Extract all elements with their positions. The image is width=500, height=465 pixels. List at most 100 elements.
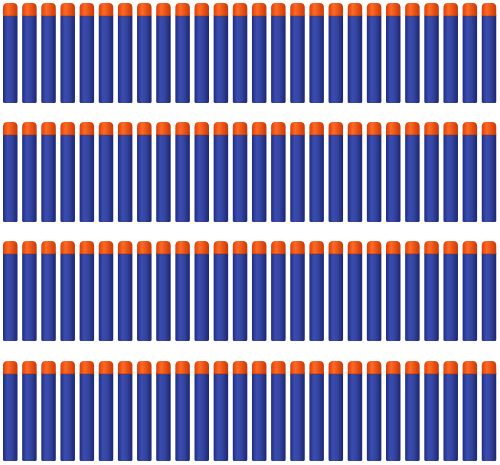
dart-body bbox=[3, 14, 18, 103]
dart-tip bbox=[194, 241, 209, 254]
dart bbox=[60, 241, 75, 341]
dart-body bbox=[386, 14, 401, 103]
dart bbox=[481, 241, 497, 341]
dart-body bbox=[271, 372, 286, 461]
dart bbox=[41, 3, 56, 103]
dart bbox=[347, 122, 363, 222]
dart-tip bbox=[309, 3, 324, 16]
dart bbox=[22, 361, 37, 461]
dart-tip bbox=[60, 241, 75, 254]
dart-tip bbox=[290, 241, 305, 254]
dart-tip bbox=[22, 122, 37, 135]
dart-tip bbox=[3, 241, 18, 254]
dart bbox=[251, 361, 267, 461]
dart-tip bbox=[481, 361, 497, 374]
dart bbox=[271, 122, 286, 222]
dart bbox=[41, 122, 56, 222]
dart-tip bbox=[424, 3, 439, 16]
dart bbox=[290, 122, 305, 222]
dart bbox=[213, 122, 229, 222]
dart-tip bbox=[22, 241, 37, 254]
dart bbox=[328, 122, 344, 222]
dart bbox=[156, 3, 171, 103]
dart-tip bbox=[232, 3, 248, 16]
dart-body bbox=[117, 372, 133, 461]
dart bbox=[443, 361, 458, 461]
dart-body bbox=[137, 14, 152, 103]
dart-body bbox=[443, 372, 458, 461]
dart-body bbox=[41, 14, 56, 103]
dart bbox=[79, 122, 95, 222]
dart-tip bbox=[309, 361, 324, 374]
dart-tip bbox=[79, 241, 95, 254]
dart-tip bbox=[386, 3, 401, 16]
dart bbox=[194, 3, 209, 103]
dart bbox=[79, 361, 95, 461]
dart-tip bbox=[251, 122, 267, 135]
dart-body bbox=[481, 252, 497, 341]
dart bbox=[366, 361, 382, 461]
dart-body bbox=[309, 133, 324, 222]
dart-tip bbox=[405, 241, 420, 254]
dart-tip bbox=[213, 241, 229, 254]
dart-tip bbox=[271, 122, 286, 135]
dart-body bbox=[137, 133, 152, 222]
dart bbox=[156, 361, 171, 461]
dart bbox=[328, 241, 344, 341]
dart-body bbox=[3, 133, 18, 222]
dart-body bbox=[481, 14, 497, 103]
dart-body bbox=[175, 372, 190, 461]
dart bbox=[98, 361, 114, 461]
dart-tip bbox=[175, 241, 190, 254]
dart bbox=[213, 361, 229, 461]
dart-tip bbox=[98, 361, 114, 374]
dart-tip bbox=[41, 122, 56, 135]
dart-body bbox=[366, 252, 382, 341]
dart-body bbox=[328, 133, 344, 222]
dart-tip bbox=[271, 241, 286, 254]
dart-body bbox=[462, 133, 478, 222]
dart-body bbox=[309, 372, 324, 461]
dart-tip bbox=[366, 3, 382, 16]
dart-body bbox=[194, 372, 209, 461]
dart bbox=[137, 361, 152, 461]
dart-body bbox=[117, 252, 133, 341]
dart-body bbox=[98, 133, 114, 222]
dart bbox=[290, 241, 305, 341]
dart-body bbox=[424, 14, 439, 103]
dart-body bbox=[443, 14, 458, 103]
dart-body bbox=[22, 14, 37, 103]
dart bbox=[232, 361, 248, 461]
dart-tip bbox=[137, 3, 152, 16]
dart-body bbox=[156, 372, 171, 461]
dart-body bbox=[60, 372, 75, 461]
dart bbox=[60, 3, 75, 103]
dart-tip bbox=[386, 122, 401, 135]
dart-tip bbox=[405, 122, 420, 135]
dart-tip bbox=[98, 3, 114, 16]
dart-body bbox=[290, 372, 305, 461]
dart-body bbox=[290, 133, 305, 222]
dart-body bbox=[232, 252, 248, 341]
dart-tip bbox=[366, 122, 382, 135]
dart-body bbox=[156, 133, 171, 222]
dart-body bbox=[386, 133, 401, 222]
dart-tip bbox=[232, 241, 248, 254]
dart bbox=[271, 361, 286, 461]
dart-body bbox=[137, 252, 152, 341]
dart-body bbox=[137, 372, 152, 461]
dart bbox=[194, 122, 209, 222]
dart-tip bbox=[481, 122, 497, 135]
dart-tip bbox=[98, 122, 114, 135]
dart-body bbox=[424, 372, 439, 461]
dart bbox=[232, 3, 248, 103]
dart bbox=[386, 361, 401, 461]
dart-body bbox=[386, 252, 401, 341]
dart bbox=[347, 3, 363, 103]
dart bbox=[22, 241, 37, 341]
dart-body bbox=[117, 14, 133, 103]
dart-tip bbox=[117, 361, 133, 374]
dart-tip bbox=[41, 3, 56, 16]
dart bbox=[462, 361, 478, 461]
